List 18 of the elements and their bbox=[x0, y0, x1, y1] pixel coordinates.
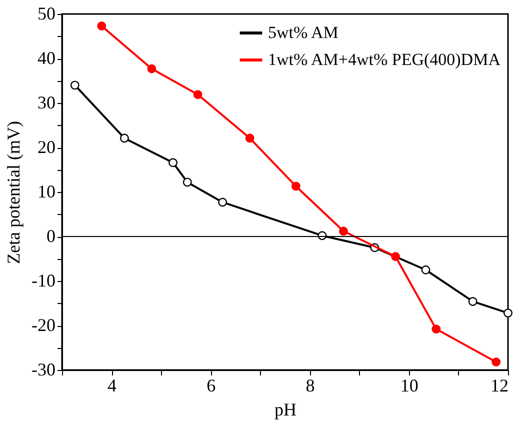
legend-label: 1wt% AM+4wt% PEG(400)DMA bbox=[268, 50, 502, 69]
y-tick-label: 10 bbox=[38, 182, 56, 202]
x-tick-label: 8 bbox=[306, 376, 315, 396]
y-axis-title: Zeta potential (mV) bbox=[4, 121, 24, 264]
y-tick-label: 30 bbox=[38, 92, 56, 112]
x-tick-label: 4 bbox=[108, 376, 117, 396]
x-tick-label: 6 bbox=[206, 376, 216, 396]
x-axis-title: pH bbox=[274, 400, 296, 420]
legend-label: 5wt% AM bbox=[268, 23, 338, 42]
y-tick-label: 40 bbox=[38, 48, 56, 68]
y-tick-label: 0 bbox=[46, 226, 56, 246]
x-tick-label: 12 bbox=[490, 376, 508, 396]
y-tick-label: 20 bbox=[38, 137, 56, 157]
y-tick-label: -20 bbox=[32, 315, 56, 335]
y-tick-label: 50 bbox=[38, 4, 56, 24]
x-tick-label: 10 bbox=[400, 376, 418, 396]
y-tick-label: -30 bbox=[32, 360, 56, 380]
y-tick-label: -10 bbox=[32, 270, 56, 290]
